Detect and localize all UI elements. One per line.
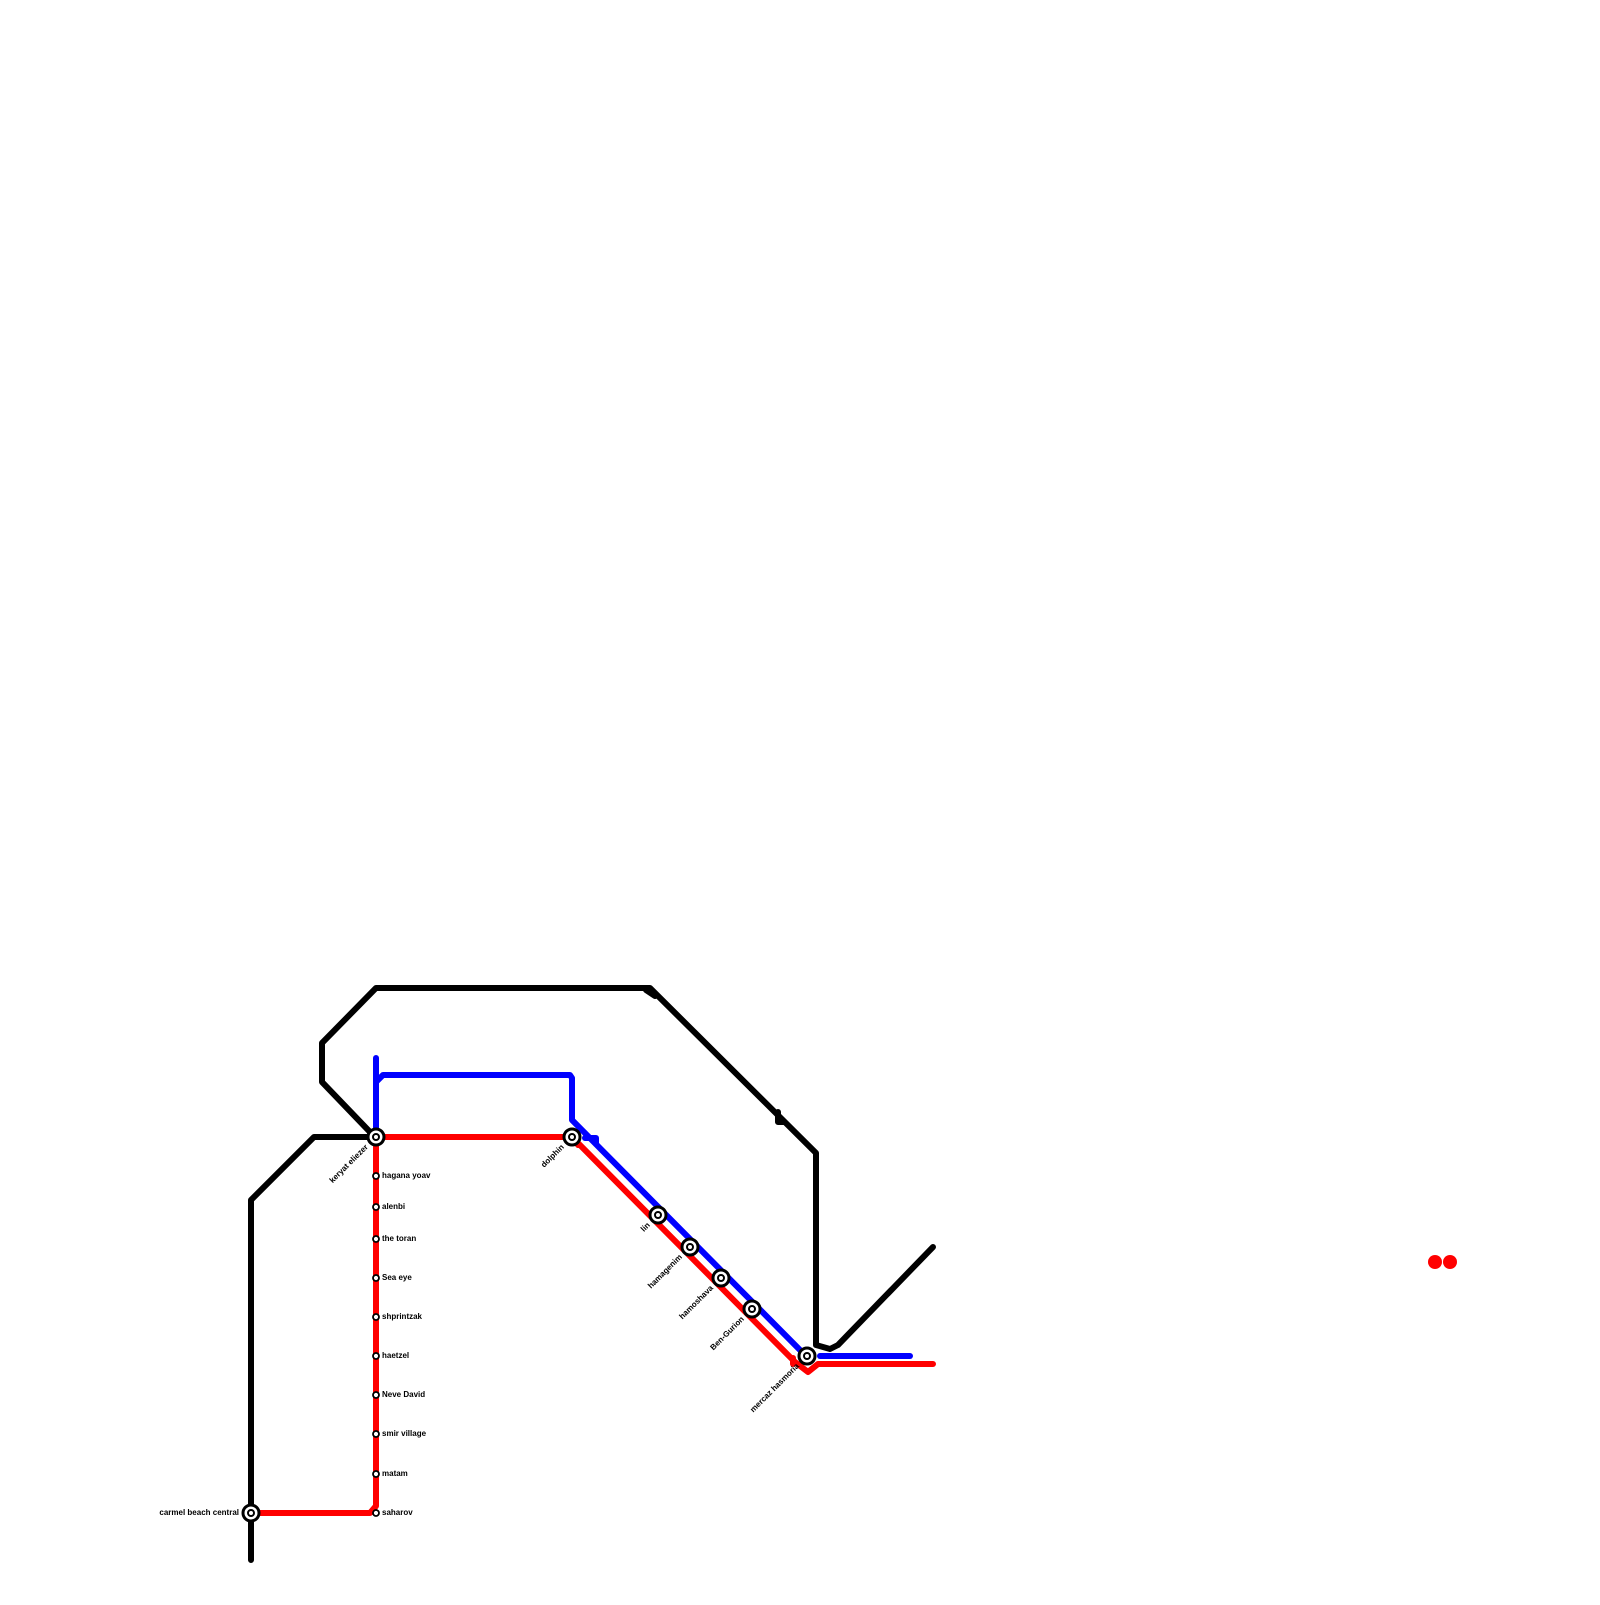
- station-dot: [372, 1133, 380, 1141]
- black-line-segment: [319, 985, 936, 1352]
- station-dot: [654, 1211, 662, 1219]
- station-label: hamagenim: [646, 1253, 684, 1291]
- station-label: saharov: [382, 1508, 413, 1517]
- station-label: Sea eye: [382, 1273, 412, 1282]
- station-label: the toran: [382, 1234, 416, 1243]
- black-line-stub: [775, 1109, 787, 1125]
- station-label: hamoshava: [677, 1283, 715, 1321]
- blue-line-segment: [373, 1072, 803, 1353]
- station-label: Neve David: [382, 1390, 425, 1399]
- station: [372, 1235, 380, 1243]
- station-label: mercaz hasmoria: [748, 1361, 801, 1414]
- station-dot: [717, 1274, 725, 1282]
- station: [372, 1509, 380, 1517]
- station-label: shprintzak: [382, 1312, 423, 1321]
- station-dot: [803, 1352, 811, 1360]
- blue-line-stub: [582, 1135, 599, 1147]
- black-line-stub: [643, 987, 658, 999]
- station-dot: [247, 1509, 255, 1517]
- station: [372, 1203, 380, 1211]
- station-dot: [686, 1243, 694, 1251]
- black-line: [248, 985, 936, 1563]
- station-label: keryat eliezer: [328, 1143, 370, 1185]
- station: [372, 1172, 380, 1180]
- stations: keryat eliezer dolphin lin hamagenimhamosha…: [159, 1127, 817, 1523]
- red-line-segment: [248, 1134, 936, 1516]
- red-marker: [1443, 1255, 1457, 1269]
- station-label: Ben-Gurion: [708, 1314, 746, 1352]
- station-label: hagana yoav: [382, 1171, 431, 1180]
- station-label: matam: [382, 1469, 408, 1478]
- station-label: alenbi: [382, 1202, 405, 1211]
- station-dot: [748, 1305, 756, 1313]
- station-label: lin: [639, 1220, 652, 1233]
- red-marker: [1428, 1255, 1442, 1269]
- blue-line: [373, 1055, 913, 1359]
- station-label: haetzel: [382, 1351, 409, 1360]
- station-label: carmel beach central: [159, 1508, 239, 1517]
- station: [372, 1470, 380, 1478]
- station: [372, 1313, 380, 1321]
- station: [372, 1274, 380, 1282]
- station: [372, 1391, 380, 1399]
- station: [372, 1430, 380, 1438]
- station: [372, 1352, 380, 1360]
- station-dot: [568, 1133, 576, 1141]
- black-line-segment: [248, 1134, 371, 1563]
- station-label: smir village: [382, 1429, 427, 1438]
- station-label: dolphin: [539, 1142, 566, 1169]
